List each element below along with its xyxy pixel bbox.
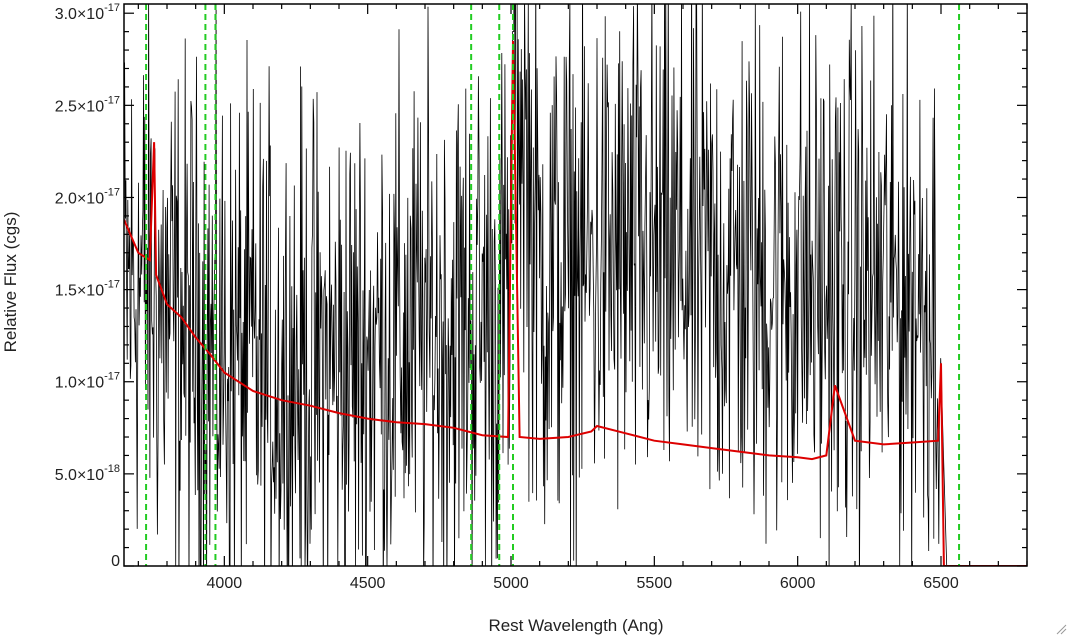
x-tick-label: 5500 [637,575,673,592]
y-tick-label: 2.5×10-17 [55,94,120,115]
y-tick-label: 2.0×10-17 [55,186,120,207]
plot-frame [123,3,1028,567]
x-axis-title: Rest Wavelength (Ang) [488,616,663,635]
y-tick-label: 1.5×10-17 [55,279,120,300]
x-axis: 4000 4500 5000 5500 6000 6500 [137,4,1028,592]
y-axis-title: Relative Flux (cgs) [1,212,20,353]
reference-lines [145,4,961,566]
x-tick-label: 4000 [207,575,243,592]
y-axis: 0 5.0×10-18 1.0×10-17 1.5×10-17 2.0×10-17 2.5… [55,2,1027,570]
series-spectrum-line [124,4,948,566]
x-tick-label: 6000 [780,575,816,592]
y-tick-label: 5.0×10-18 [55,463,120,484]
series-layer [124,4,1027,566]
x-tick-label: 5000 [493,575,529,592]
series-model-line [124,40,1027,566]
y-tick-label: 0 [111,553,120,570]
x-tick-label: 6500 [923,575,959,592]
y-tick-label: 1.0×10-17 [55,371,120,392]
y-tick-label: 3.0×10-17 [55,2,120,23]
resize-grip-icon[interactable] [1055,623,1067,635]
x-tick-label: 4500 [350,575,386,592]
